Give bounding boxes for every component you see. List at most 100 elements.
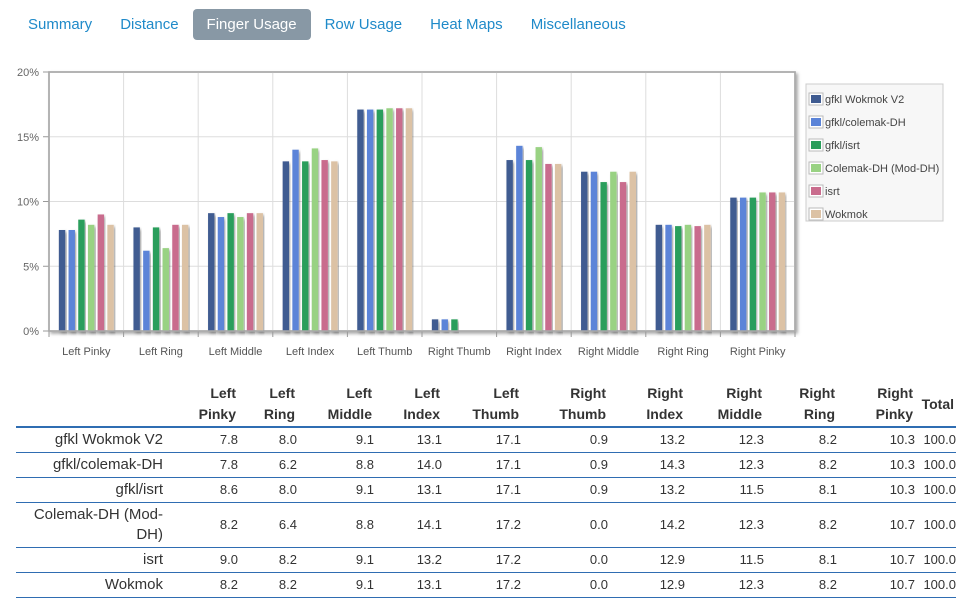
tab-row-usage[interactable]: Row Usage [324, 15, 403, 33]
table-cell: 8.6 [219, 482, 238, 497]
column-header-line: Left [269, 385, 295, 401]
table-cell: 9.0 [219, 552, 238, 567]
table-cell: 11.5 [739, 482, 764, 497]
bar [78, 219, 85, 331]
legend-label: gfkl/colemak-DH [825, 117, 906, 129]
bar [600, 182, 607, 331]
column-header-line: Ring [263, 406, 295, 422]
table-cell: 100.0 [923, 432, 956, 447]
table-cell: 8.1 [818, 482, 837, 497]
column-header-line: Middle [327, 406, 372, 422]
table-cell: 7.8 [219, 457, 238, 472]
x-tick-label: Left Ring [139, 346, 183, 358]
column-header-line: Left [414, 385, 440, 401]
table-row: isrt 9.0 8.2 9.1 13.2 17.2 0.0 12.9 11.5 8.1 10.7 1… [16, 548, 956, 573]
bar [302, 161, 309, 331]
table-row: gfkl Wokmok V2 7.8 8.0 9.1 13.1 17.1 0.9 13.2 12… [16, 427, 956, 453]
x-tick-label: Left Thumb [357, 346, 412, 358]
row-label: Wokmok [104, 576, 163, 593]
x-tick-label: Right Pinky [730, 346, 786, 358]
table-cell: 10.3 [889, 457, 915, 472]
table-cell: 0.0 [589, 517, 608, 532]
table-cell: 8.2 [219, 517, 238, 532]
row-label: gfkl Wokmok V2 [54, 431, 163, 448]
column-header-line: Right [647, 385, 683, 401]
column-header-line: Middle [717, 406, 762, 422]
tab-heat-maps[interactable]: Heat Maps [430, 15, 503, 33]
tab-distance[interactable]: Distance [120, 15, 179, 33]
bar [619, 182, 627, 331]
bar [778, 192, 786, 331]
tab-summary[interactable]: Summary [28, 15, 93, 33]
table-column-header: Right Pinky [837, 382, 915, 427]
table-column-header: Left Middle [297, 382, 374, 427]
x-tick-label: Right Index [506, 346, 562, 358]
column-header-line: Pinky [875, 406, 913, 422]
bar [376, 109, 384, 332]
table-cell: 9.1 [355, 432, 374, 447]
table-cell: 0.9 [589, 482, 608, 497]
table-cell: 8.2 [818, 517, 837, 532]
bar [516, 145, 523, 331]
column-header-line: Left [346, 385, 372, 401]
legend [805, 83, 944, 222]
bar [655, 224, 663, 331]
bar [256, 213, 263, 331]
bar [759, 192, 766, 331]
table-cell: 8.2 [818, 577, 837, 592]
table-cell: 100.0 [923, 482, 956, 497]
legend-label: Colemak-DH (Mod-DH) [825, 163, 939, 175]
bar [525, 160, 533, 331]
table-cell: 0.0 [589, 577, 608, 592]
table-cell: 13.2 [659, 482, 685, 497]
bar [506, 160, 513, 331]
table-cell: 14.0 [416, 457, 442, 472]
legend-label: isrt [825, 186, 840, 198]
table-cell: 8.8 [355, 457, 374, 472]
bar [217, 217, 225, 331]
table-cell: 12.3 [738, 577, 764, 592]
table-cell: 12.9 [659, 552, 685, 567]
bar [665, 224, 672, 331]
legend-label: gfkl/isrt [825, 140, 860, 152]
tab-finger-usage[interactable]: Finger Usage [192, 8, 311, 40]
table-cell: 6.2 [278, 457, 297, 472]
column-header-line: Pinky [198, 406, 236, 422]
bar [68, 229, 75, 331]
tab-bar: Summary Distance Finger Usage Row Usage … [14, 8, 640, 40]
table-row: gfkl/colemak-DH 7.8 6.2 8.8 14.0 17.1 0.9 14.3 1… [16, 453, 956, 478]
column-header-line: Left [493, 385, 519, 401]
bar [97, 214, 105, 331]
total-column-header: Total [921, 395, 954, 412]
bar [321, 160, 328, 331]
bar [246, 213, 254, 331]
table-column-header: Left Index [374, 382, 442, 427]
bar [749, 197, 757, 331]
tab-miscellaneous[interactable]: Miscellaneous [530, 15, 626, 33]
table-cell: 12.3 [738, 517, 764, 532]
table-row: Colemak-DH (Mod-DH) 8.2 6.4 8.8 14.1 17.2 0.0 1… [16, 503, 956, 548]
legend-swatch [811, 187, 821, 195]
table-cell: 13.2 [659, 432, 685, 447]
table-cell: 12.9 [659, 577, 685, 592]
column-header-line: Index [646, 406, 683, 422]
column-header-line: Thumb [472, 406, 519, 422]
legend-swatch [811, 141, 821, 149]
table-cell: 0.0 [589, 552, 608, 567]
bar [704, 224, 711, 331]
bar [87, 224, 95, 331]
finger-usage-table: Left Pinky Left Ring Left Middle Left Index Left… [16, 382, 956, 598]
column-header-line: Left [210, 385, 236, 401]
bar [581, 171, 588, 331]
bar [730, 197, 737, 331]
table-row: Wokmok 8.2 8.2 9.1 13.1 17.2 0.0 12.9 12.3 8.2 10.… [16, 573, 956, 598]
bar [610, 171, 617, 331]
bar [237, 217, 244, 331]
bar [396, 108, 403, 331]
table-cell: 7.8 [219, 432, 238, 447]
bar [431, 319, 439, 331]
x-tick-label: Right Ring [657, 346, 708, 358]
table-cell: 17.2 [495, 552, 521, 567]
bar [282, 161, 290, 331]
bar [133, 227, 140, 331]
